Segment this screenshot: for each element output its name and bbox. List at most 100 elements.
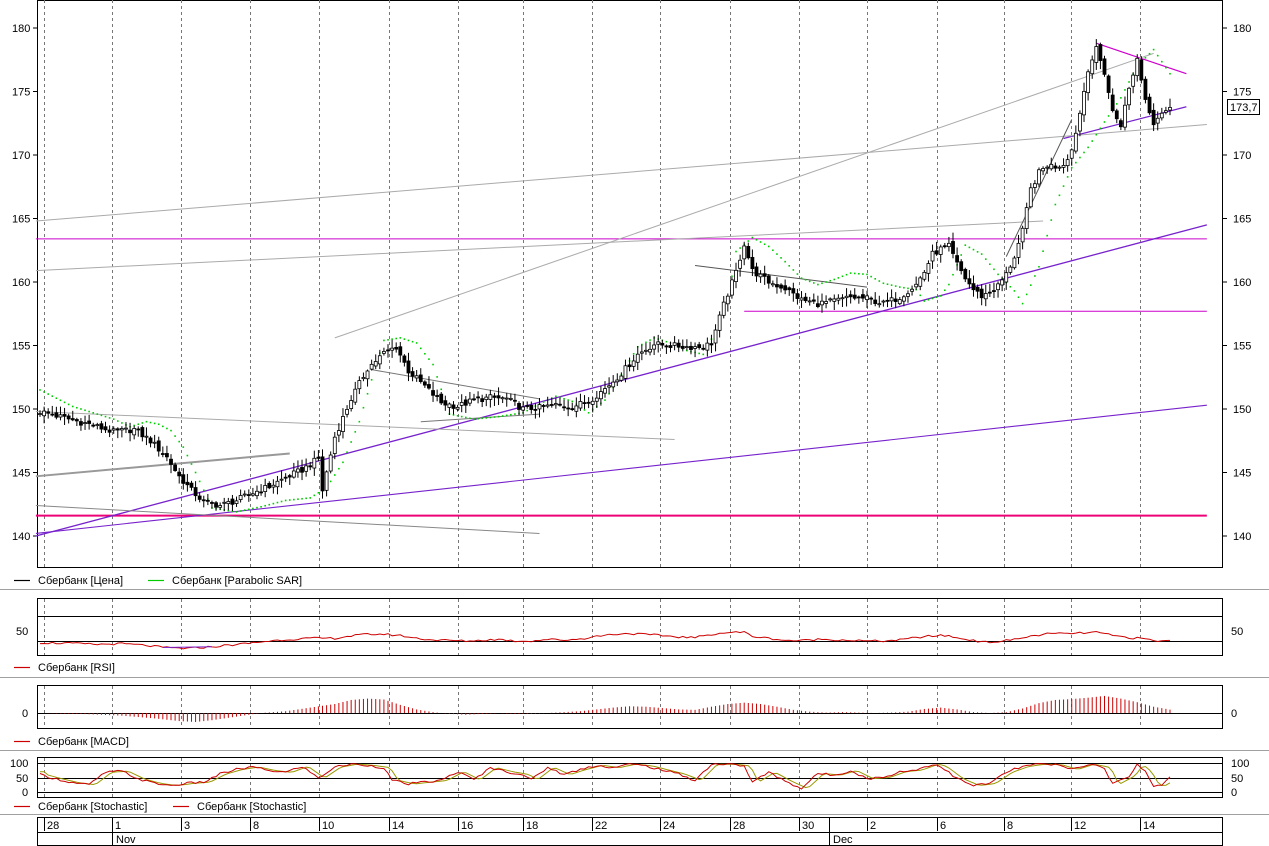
date-label-12: 2 xyxy=(870,820,876,832)
tick-label-right-160: 160 xyxy=(1233,277,1251,289)
candle-90 xyxy=(406,352,411,382)
candle-174 xyxy=(750,249,755,277)
sar-dot-161 xyxy=(698,352,700,355)
sar-dot-182 xyxy=(784,260,786,263)
candle-20 xyxy=(119,426,124,438)
candle-body-265 xyxy=(1123,104,1127,128)
candle-192 xyxy=(824,295,828,309)
candle-178 xyxy=(766,274,771,289)
candle-234 xyxy=(996,281,1000,298)
candle-182 xyxy=(783,279,788,295)
candle-body-109 xyxy=(484,396,489,400)
candle-218 xyxy=(930,244,935,269)
candle-body-237 xyxy=(1008,266,1013,273)
candle-body-190 xyxy=(815,303,820,308)
candle-247 xyxy=(1049,157,1054,171)
candle-body-20 xyxy=(119,428,124,431)
sar-dot-181 xyxy=(780,257,782,259)
candle-267 xyxy=(1131,72,1136,94)
candle-body-212 xyxy=(906,293,910,297)
candle-body-142 xyxy=(619,375,624,381)
candle-124 xyxy=(545,396,550,409)
date-label-14: 8 xyxy=(1007,820,1013,832)
candle-203 xyxy=(869,296,874,305)
sar-dot-105 xyxy=(469,417,471,420)
candle-body-95 xyxy=(427,384,431,389)
sar-dot-153 xyxy=(665,340,668,343)
candle-body-153 xyxy=(664,345,669,348)
sar-dot-238 xyxy=(1013,290,1016,292)
candle-158 xyxy=(684,339,689,351)
channel-line-3 xyxy=(334,52,1154,339)
candle-body-15 xyxy=(99,423,104,430)
candle-body-145 xyxy=(631,360,636,367)
sar-dot-15 xyxy=(100,414,103,417)
candle-268 xyxy=(1135,54,1140,82)
candle-body-209 xyxy=(893,298,898,302)
candle-body-157 xyxy=(680,345,685,349)
stoch-level-right-50: 50 xyxy=(1231,773,1243,785)
tick-label-right-150: 150 xyxy=(1233,404,1251,416)
sar-dot-258 xyxy=(1095,133,1098,136)
sar-dot-162 xyxy=(702,353,705,356)
sar-dot-239 xyxy=(1017,296,1020,299)
sar-dot-264 xyxy=(1120,97,1122,99)
candle-body-1 xyxy=(42,410,46,417)
candle-body-177 xyxy=(762,273,767,277)
sar-dot-149 xyxy=(649,339,651,341)
candle-body-166 xyxy=(717,314,722,331)
candle-body-66 xyxy=(308,465,313,468)
candle-41 xyxy=(205,493,210,506)
candle-body-196 xyxy=(840,297,845,300)
candle-114 xyxy=(504,392,509,407)
candle-body-56 xyxy=(267,482,272,489)
candle-body-108 xyxy=(480,398,485,402)
candle-body-194 xyxy=(832,298,837,302)
sar-dot-25 xyxy=(141,422,144,424)
candle-body-161 xyxy=(697,344,702,348)
candle-body-52 xyxy=(250,493,255,496)
candle-body-270 xyxy=(1143,78,1148,100)
candle-body-174 xyxy=(750,256,755,270)
candle-198 xyxy=(848,290,853,304)
sar-dot-90 xyxy=(407,339,410,342)
candle-263 xyxy=(1114,108,1119,124)
candle-body-198 xyxy=(848,294,853,298)
stoch-level-left-100: 100 xyxy=(10,758,28,770)
sar-dot-3 xyxy=(51,395,54,397)
sar-dot-9 xyxy=(76,406,78,409)
candle-body-254 xyxy=(1078,112,1082,132)
sar-dot-127 xyxy=(559,396,561,399)
candle-88 xyxy=(398,342,403,363)
candle-232 xyxy=(987,283,992,297)
candle-109 xyxy=(484,393,489,407)
sar-dot-250 xyxy=(1062,185,1065,187)
candle-67 xyxy=(312,450,317,476)
candle-body-43 xyxy=(214,502,218,508)
candle-48 xyxy=(234,496,239,507)
candle-body-130 xyxy=(570,408,575,411)
tick-label-right-140: 140 xyxy=(1233,531,1251,543)
sar-dot-204 xyxy=(874,278,877,280)
candle-body-129 xyxy=(566,407,571,410)
candle-84 xyxy=(382,347,386,356)
candle-body-62 xyxy=(291,470,296,478)
candle-body-156 xyxy=(676,342,681,348)
candle-body-85 xyxy=(386,349,390,352)
candle-body-220 xyxy=(938,246,943,255)
sar-dot-206 xyxy=(882,282,885,285)
date-label-4: 10 xyxy=(322,820,334,832)
candle-217 xyxy=(926,260,931,282)
candle-221 xyxy=(942,242,947,249)
sar-dot-185 xyxy=(796,273,799,275)
candle-body-226 xyxy=(963,268,968,280)
sar-dot-201 xyxy=(862,273,864,275)
candle-82 xyxy=(373,354,378,370)
sar-dot-245 xyxy=(1042,250,1044,253)
candle-32 xyxy=(169,454,173,474)
sar-dot-95 xyxy=(428,358,430,360)
candle-body-169 xyxy=(730,279,734,296)
sar-dot-270 xyxy=(1144,57,1147,59)
candle-36 xyxy=(185,473,190,492)
